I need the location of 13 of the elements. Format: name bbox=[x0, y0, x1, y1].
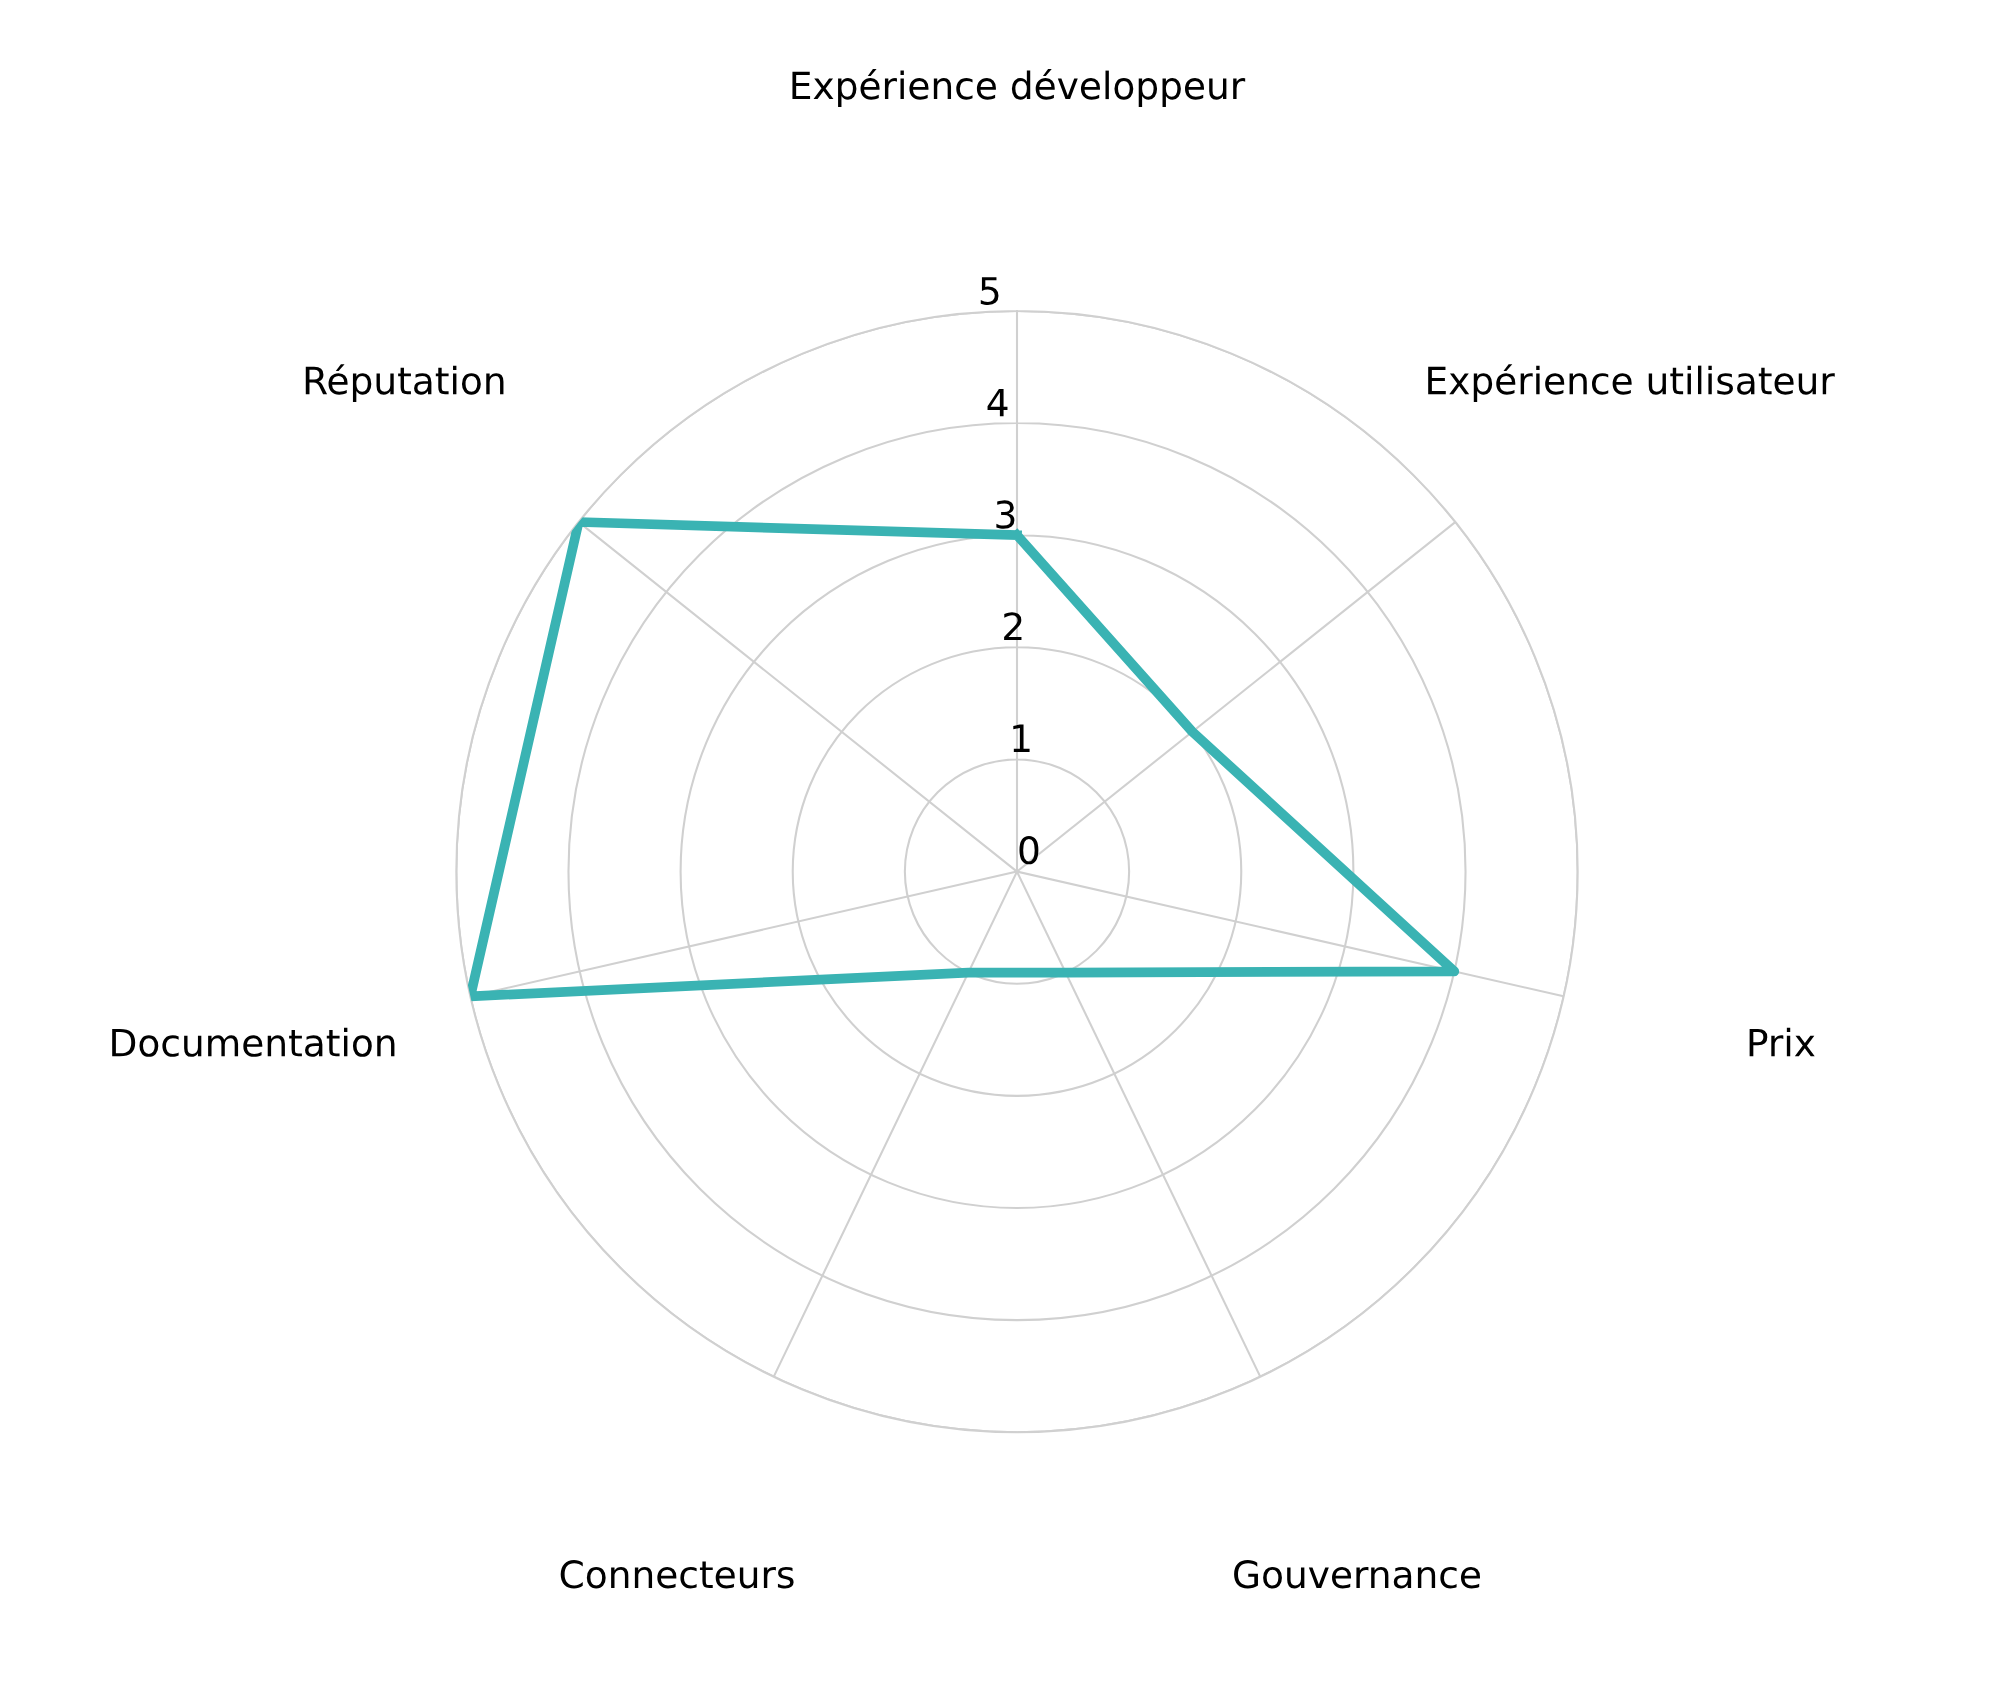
spoke-label: Documentation bbox=[112, 1027, 395, 1057]
spoke-label: Réputation bbox=[305, 364, 504, 402]
spoke-label: Connecteurs bbox=[560, 1560, 794, 1589]
y-tick-label: 3 bbox=[996, 500, 1015, 529]
y-tick-label: 1 bbox=[1013, 724, 1030, 752]
spoke-label: Prix bbox=[1749, 1027, 1815, 1057]
y-tick-label: 5 bbox=[980, 277, 999, 306]
spoke-label: Expérience utilisateur bbox=[1428, 364, 1835, 402]
y-tick-label: 4 bbox=[987, 389, 1008, 417]
y-tick-label: 2 bbox=[1004, 612, 1022, 641]
spoke-label: Gouvernance bbox=[1234, 1560, 1480, 1589]
y-tick-label: 0 bbox=[1019, 835, 1039, 865]
spoke-label: Expérience développeur bbox=[792, 69, 1246, 107]
